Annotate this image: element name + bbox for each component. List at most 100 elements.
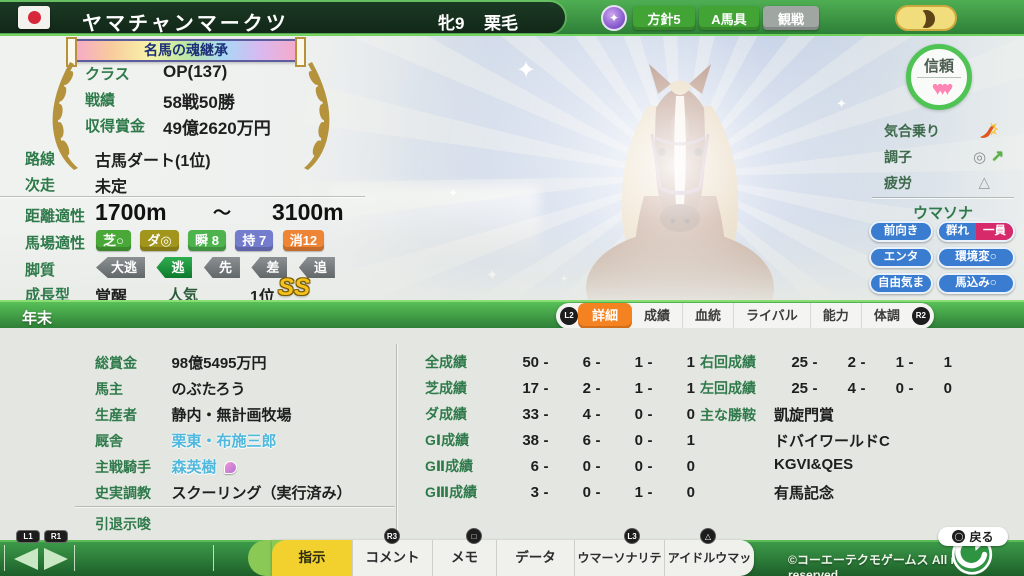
popularity-grade: SS xyxy=(278,274,311,301)
win-race-row: KGVI&QES xyxy=(774,456,853,478)
stat-row: ダ成績 33-4-0-0 xyxy=(425,406,695,423)
style-option-senko: 先 xyxy=(203,257,240,278)
win-race: 凱旋門賞 xyxy=(774,407,835,424)
menu-item-idol-umap[interactable]: アイドルウマップ xyxy=(664,540,754,576)
win-race-row: ドバイワールドC xyxy=(774,430,890,452)
left-turn-row: 左回成績 25-4-0-0 xyxy=(700,380,952,397)
next-horse-arrow[interactable] xyxy=(44,548,68,570)
stat-row: GⅡ成績 6-0-0-0 xyxy=(425,458,695,475)
horse-coat: 栗毛 xyxy=(484,14,518,33)
prev-horse-arrow[interactable] xyxy=(14,548,38,570)
stable-link[interactable]: 栗東・布施三郎 xyxy=(171,433,277,450)
earnings-row: 収得賞金 xyxy=(85,115,145,137)
umasona-title: ウマソナ xyxy=(912,205,973,222)
trust-meter: 信頼 ♥♥♥ xyxy=(906,44,972,110)
record-value-wrap: 58戦50勝 xyxy=(163,88,235,112)
divider xyxy=(213,545,214,571)
jockey-row: 主戦騎手 森英樹 xyxy=(95,456,237,478)
umasona-chip: 自由気ま xyxy=(869,273,933,294)
running-style-options: 大逃 逃 先 差 追 xyxy=(96,257,342,278)
trust-hearts-icon: ♥♥♥ xyxy=(931,78,954,100)
tab-results[interactable]: 成績 xyxy=(644,308,671,323)
dirt-aptitude-chip: ダ◎ xyxy=(140,230,179,251)
l1-shoulder-badge: L1 xyxy=(16,530,40,543)
gear-button[interactable]: A馬具 xyxy=(699,6,759,30)
burst-chip: 瞬 8 xyxy=(188,230,226,251)
class-row: クラス xyxy=(85,63,130,85)
divider xyxy=(4,545,5,571)
win-race-row: 有馬記念 xyxy=(774,482,834,504)
moon-icon xyxy=(910,9,935,29)
stat-row: 芝成績 17-2-1-1 xyxy=(425,380,695,397)
class-label: クラス xyxy=(85,66,130,83)
form-row: 調子 ◎ ↗ xyxy=(884,147,1012,169)
umasona-chips: 前向き 群れ 一員 エンタ 環境変○ 自由気ま 馬込み○ xyxy=(869,221,1015,294)
next-race-value: 未定 xyxy=(95,179,128,196)
umasona-chip: 馬込み○ xyxy=(937,273,1015,294)
l3-button-badge: L3 xyxy=(624,528,640,544)
distance-min: 1700m xyxy=(95,199,167,225)
main-wins-row: 主な勝鞍 凱旋門賞 xyxy=(700,407,835,424)
day-night-toggle[interactable] xyxy=(895,5,957,31)
distance-max: 3100m xyxy=(272,199,344,225)
column-divider xyxy=(396,344,397,530)
policy-button[interactable]: 方針5 xyxy=(633,6,695,30)
stat-row: 全成績 50-6-1-1 xyxy=(425,354,695,371)
r1-shoulder-badge: R1 xyxy=(44,530,68,543)
earnings-label: 収得賞金 xyxy=(85,118,146,135)
earnings-value: 49億2620万円 xyxy=(163,119,271,138)
next-race-row: 次走 xyxy=(25,174,55,196)
menu-item-comment[interactable]: コメント xyxy=(352,540,432,576)
tab-ability[interactable]: 能力 xyxy=(809,303,861,329)
surface-label: 馬場適性 xyxy=(25,235,86,252)
surface-chips: 芝○ ダ◎ 瞬 8 持 7 消12 xyxy=(96,230,329,251)
title-banner: 名馬の魂継承 xyxy=(66,37,306,67)
style-option-sashi: 差 xyxy=(251,257,288,278)
course-value-wrap: 古馬ダート(1位) xyxy=(95,147,211,170)
r3-button-badge: R3 xyxy=(384,528,400,544)
fatigue-label: 疲労 xyxy=(884,175,912,191)
fatigue-triangle-icon: △ xyxy=(978,174,990,191)
style-option-oikomi: 追 xyxy=(298,257,335,278)
detail-tabs: L2 詳細 成績 血統 ライバル 能力 体調 R2 xyxy=(556,303,934,329)
prize-row: 総賞金 98億5495万円 xyxy=(95,355,267,372)
record-row: 戦績 xyxy=(85,89,115,111)
menu-item-data[interactable]: データ xyxy=(496,540,574,576)
umasona-chip: 前向き xyxy=(869,221,933,242)
style-option-oonige: 大逃 xyxy=(96,257,146,278)
section-tab-bar: 年末 L2 詳細 成績 血統 ライバル 能力 体調 R2 xyxy=(0,300,1024,329)
turf-aptitude-chip: 芝○ xyxy=(96,230,131,251)
form-indicator: ◎ ↗ xyxy=(973,147,1004,167)
menu-item-memo[interactable]: メモ xyxy=(432,540,496,576)
bottom-menu: 指示 コメント メモ データ ウマーソナリティ アイドルウマップ xyxy=(272,540,754,576)
back-button[interactable]: ◯ 戻る xyxy=(938,527,1008,546)
breeder-row: 生産者 静内・無計画牧場 xyxy=(95,407,292,424)
training-row: 史実調教 スクーリング（実行済み） xyxy=(95,485,352,502)
menu-item-umasonality[interactable]: ウマーソナリティ xyxy=(574,540,664,576)
detail-panel: 総賞金 98億5495万円 馬主 のぶたろう 生産者 静内・無計画牧場 厩舎 栗… xyxy=(0,328,1024,540)
form-label: 調子 xyxy=(884,149,912,165)
spirit-flame-icon xyxy=(978,121,999,144)
tab-pedigree[interactable]: 血統 xyxy=(682,303,733,329)
copyright-text: ©コーエーテクモゲームス All rights reserved. xyxy=(788,553,984,576)
tab-condition[interactable]: 体調 xyxy=(860,303,912,329)
class-value-wrap: OP(137) xyxy=(163,62,227,84)
distance-label: 距離適性 xyxy=(25,208,86,225)
growth-row: 成長型 xyxy=(25,284,70,306)
menu-item-shiji[interactable]: 指示 xyxy=(272,540,352,576)
form-up-arrow-icon: ↗ xyxy=(990,149,1004,166)
header-bar: ヤマチャンマークツ 牝9 栗毛 ✦ 方針5 A馬具 観戦 xyxy=(0,0,1024,36)
style-option-nige: 逃 xyxy=(156,257,193,278)
jockey-link[interactable]: 森英樹 xyxy=(171,459,217,476)
record-label: 戦績 xyxy=(85,92,116,109)
tab-detail[interactable]: 詳細 xyxy=(578,303,633,329)
horse-name: ヤマチャンマークツ xyxy=(82,13,289,35)
course-label: 路線 xyxy=(25,151,56,168)
spectate-button[interactable]: 観戦 xyxy=(763,6,819,30)
divider xyxy=(0,196,365,197)
horse-sex-age: 牝9 xyxy=(438,14,465,33)
stat-row: GⅠ成績 38-6-0-1 xyxy=(425,432,695,449)
stable-row: 厩舎 栗東・布施三郎 xyxy=(95,433,277,450)
tab-rivals[interactable]: ライバル xyxy=(733,303,810,329)
laurel-left-icon xyxy=(52,62,78,170)
